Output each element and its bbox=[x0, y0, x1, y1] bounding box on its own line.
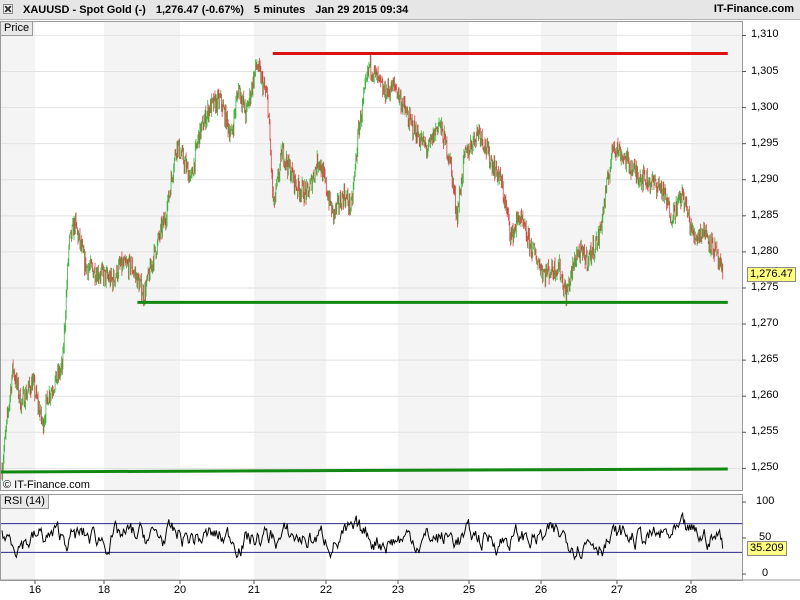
axis-ticks bbox=[34, 34, 746, 584]
time-tick-label: 21 bbox=[247, 584, 261, 596]
price-tick-label: 1,300 bbox=[751, 100, 779, 113]
rsi-panel-label: RSI (14) bbox=[0, 494, 49, 509]
price-tick-label: 1,265 bbox=[751, 353, 779, 366]
watermark: © IT-Finance.com bbox=[3, 479, 90, 491]
time-tick-label: 27 bbox=[610, 584, 624, 596]
day-shade bbox=[104, 21, 180, 490]
price-candles bbox=[1, 52, 724, 482]
last-quote: 1,276.47 (-0.67%) bbox=[155, 4, 244, 16]
price-tick-label: 1,270 bbox=[751, 317, 779, 330]
price-tick-label: 1,290 bbox=[751, 172, 779, 185]
rsi-tick-label: 100 bbox=[756, 495, 775, 507]
rsi-day-shade bbox=[691, 494, 742, 580]
price-tick-label: 1,295 bbox=[751, 136, 779, 149]
rsi-last-value: 35.209 bbox=[747, 541, 787, 556]
time-tick-label: 23 bbox=[391, 584, 405, 596]
rsi-day-shade bbox=[541, 494, 617, 580]
brand-label: IT-Finance.com bbox=[713, 3, 794, 15]
datetime-label: Jan 29 2015 09:34 bbox=[315, 4, 409, 16]
level-line-support-lower bbox=[0, 467, 728, 474]
time-tick-label: 16 bbox=[28, 584, 42, 596]
price-gridlines bbox=[0, 34, 742, 469]
price-tick-label: 1,260 bbox=[751, 389, 779, 402]
price-panel-label: Price bbox=[0, 21, 34, 36]
day-shade bbox=[0, 21, 35, 490]
rsi-tick-label: 50 bbox=[759, 531, 772, 543]
horizontal-lines bbox=[0, 51, 728, 474]
chart-header: XAUUSD - Spot Gold (-) 1,276.47 (-0.67%) 5… bbox=[0, 0, 800, 20]
price-tick-label: 1,250 bbox=[751, 461, 779, 474]
price-tick-label: 1,275 bbox=[751, 280, 779, 293]
price-panel-frame bbox=[0, 21, 743, 491]
time-tick-label: 28 bbox=[684, 584, 698, 596]
price-tick-label: 1,280 bbox=[751, 244, 779, 257]
price-last-value: 1,276.47 bbox=[747, 267, 796, 282]
price-tick-label: 1,285 bbox=[751, 208, 779, 221]
price-tick-label: 1,255 bbox=[751, 425, 779, 438]
symbol-title: XAUUSD - Spot Gold (-) bbox=[23, 4, 146, 16]
rsi-day-shade bbox=[104, 494, 180, 580]
rsi-line bbox=[1, 511, 724, 561]
day-shade bbox=[398, 21, 469, 490]
time-tick-label: 22 bbox=[319, 584, 333, 596]
time-tick-label: 26 bbox=[534, 584, 548, 596]
time-tick-label: 18 bbox=[97, 584, 111, 596]
price-tick-label: 1,305 bbox=[751, 64, 779, 77]
rsi-tick-label: 0 bbox=[762, 567, 769, 579]
time-tick-label: 20 bbox=[173, 584, 187, 596]
price-panel-background bbox=[0, 21, 742, 490]
header-info: XAUUSD - Spot Gold (-) 1,276.47 (-0.67%) 5… bbox=[3, 3, 418, 16]
rsi-series bbox=[0, 511, 742, 561]
price-tick-label: 1,310 bbox=[751, 28, 779, 41]
day-shade bbox=[254, 21, 326, 490]
time-tick-label: 25 bbox=[462, 584, 476, 596]
interval-label: 5 minutes bbox=[253, 4, 306, 16]
close-icon[interactable] bbox=[3, 4, 13, 14]
